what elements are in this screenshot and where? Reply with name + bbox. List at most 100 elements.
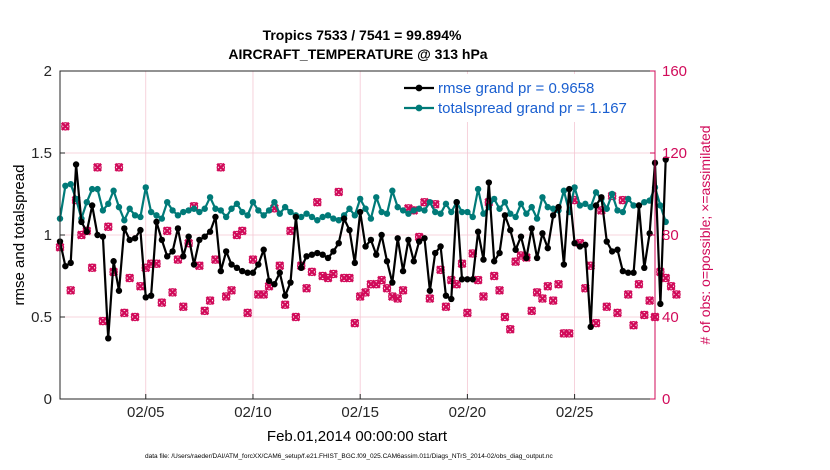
obs-assimilated-marker [87, 263, 97, 273]
obs-possible-marker [168, 288, 177, 297]
obs-point [60, 121, 70, 131]
obs-point [645, 296, 655, 306]
obs-possible-marker [259, 290, 268, 299]
totalspread-point [137, 213, 144, 221]
obs-point [639, 310, 649, 320]
rmse-point [83, 228, 91, 235]
rmse-point [105, 335, 112, 342]
obs-possible-marker [366, 279, 376, 289]
obs-point [495, 285, 504, 295]
totalspread-point [501, 199, 509, 206]
totalspread-point [539, 194, 546, 201]
totalspread-point [67, 180, 74, 188]
totalspread-point [62, 182, 69, 189]
obs-possible-marker [61, 122, 70, 131]
obs-point [671, 290, 681, 299]
rmse-point [142, 294, 149, 301]
totalspread-point [239, 208, 246, 216]
obs-possible-marker [146, 259, 156, 268]
obs-assimilated-marker [591, 318, 601, 328]
legend-spread-marker [415, 104, 423, 112]
y-axis-right-ticks: 0 40 80 120 160 [650, 63, 687, 408]
obs-point [661, 273, 671, 283]
obs-assimilated-marker [93, 162, 102, 172]
totalspread-point [217, 207, 225, 214]
obs-assimilated-marker [377, 275, 387, 285]
rmse-point [308, 251, 316, 258]
rmse-point [566, 185, 573, 193]
obs-assimilated-marker [205, 296, 215, 306]
obs-possible-marker [634, 279, 644, 289]
rmse-point [153, 218, 160, 226]
rmse-point [469, 276, 476, 283]
obs-assimilated-marker [500, 312, 510, 322]
obs-possible-marker [248, 255, 258, 264]
totalspread-point [206, 194, 214, 201]
legend-spread-label: totalspread grand pr = 1.167 [438, 100, 627, 117]
totalspread-point [303, 210, 310, 217]
obs-assimilated-marker [382, 283, 392, 293]
obs-possible-marker [227, 286, 236, 295]
obs-assimilated-marker [157, 298, 167, 308]
obs-assimilated-marker [623, 290, 633, 299]
y-axis-left-label: rmse and totalspread [11, 165, 28, 306]
obs-point [162, 226, 172, 236]
obs-possible-marker [66, 286, 75, 295]
rmse-point [217, 267, 225, 275]
totalspread-point [490, 195, 498, 203]
obs-assimilated-marker [275, 261, 285, 271]
rmse-point [501, 212, 509, 219]
rmse-point [126, 236, 133, 244]
obs-possible-marker [591, 318, 601, 328]
rmse-point [373, 251, 380, 258]
obs-assimilated-marker [168, 287, 178, 297]
obs-assimilated-marker [328, 269, 338, 279]
obs-possible-marker [527, 306, 536, 316]
rmse-point [367, 236, 375, 244]
totalspread-point [421, 207, 428, 214]
totalspread-point [619, 208, 627, 216]
obs-possible-marker [666, 281, 676, 291]
legend-rmse-marker [415, 84, 423, 92]
obs-point [280, 300, 290, 310]
rmse-point [346, 226, 353, 234]
rmse-point [587, 323, 594, 331]
rmse-point [646, 230, 653, 237]
rmse-point [544, 244, 551, 252]
obs-point [312, 197, 322, 207]
rmse-point [437, 243, 444, 250]
obs-assimilated-marker [645, 296, 655, 306]
obs-point [114, 162, 124, 172]
totalspread-point [324, 212, 332, 219]
obs-possible-marker [623, 290, 633, 299]
rmse-point [657, 300, 664, 308]
rmse-point [453, 199, 460, 206]
obs-assimilated-marker [489, 271, 499, 281]
totalspread-point [174, 212, 182, 219]
totalspread-point [571, 184, 578, 191]
rmse-point [298, 264, 305, 271]
obs-possible-marker [323, 273, 333, 283]
obs-assimilated-marker [671, 290, 681, 299]
obs-possible-marker [114, 163, 124, 172]
totalspread-point [158, 215, 166, 222]
rmse-point [340, 215, 348, 222]
obs-point [666, 281, 676, 291]
obs-point [275, 261, 285, 271]
rmse-point [528, 225, 535, 232]
obs-point [248, 255, 258, 265]
obs-possible-marker [93, 163, 102, 172]
obs-point [87, 263, 97, 273]
totalspread-point [99, 207, 107, 214]
obs-possible-marker [398, 286, 408, 295]
totalspread-point [410, 207, 417, 214]
rmse-point [121, 225, 128, 232]
rmse-point [410, 258, 417, 265]
totalspread-point [314, 217, 321, 224]
obs-point [462, 308, 472, 318]
obs-assimilated-marker [216, 162, 226, 172]
obs-point [393, 294, 403, 303]
rmse-point [255, 261, 262, 268]
obs-point [591, 318, 601, 328]
